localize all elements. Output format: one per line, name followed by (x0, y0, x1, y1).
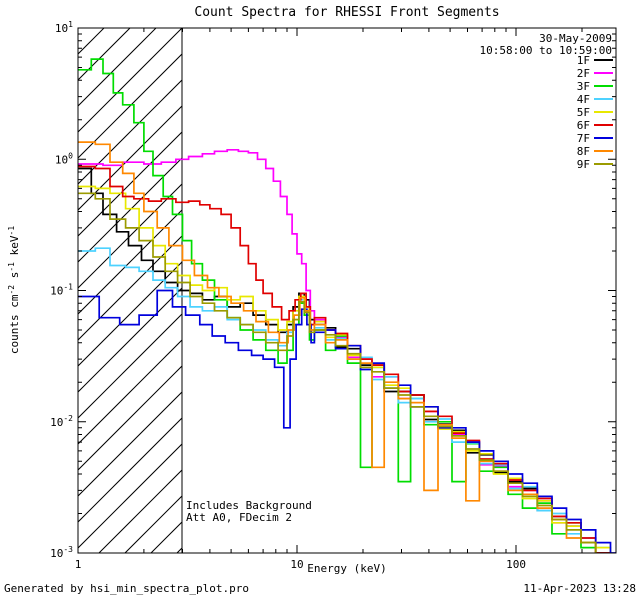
hatch-line (78, 131, 182, 237)
hatch-line (78, 157, 182, 263)
chart-title: Count Spectra for RHESSI Front Segments (194, 5, 499, 20)
legend-entry-6F: 6F (577, 119, 613, 132)
legend-entry-1F: 1F (577, 54, 613, 67)
series-4F (78, 247, 612, 553)
legend-label-5F: 5F (577, 106, 590, 119)
hatch-line (78, 365, 182, 471)
legend-label-6F: 6F (577, 119, 590, 132)
y-tick-label: 10-2 (50, 414, 73, 429)
y-axis-label: counts cm-2 s-1 keV-1 (7, 226, 21, 354)
legend-entry-5F: 5F (577, 106, 613, 119)
hatch-line (78, 339, 182, 445)
hatch-line (78, 261, 182, 367)
x-axis-label: Energy (keV) (307, 562, 386, 575)
legend-entry-2F: 2F (577, 67, 613, 80)
hatch-pattern (78, 28, 182, 553)
legend-label-9F: 9F (577, 158, 590, 171)
hatch-line (78, 391, 182, 497)
hatch-line (78, 443, 182, 549)
hatch-line (78, 235, 182, 341)
hatch-line (78, 79, 182, 185)
legend-entry-8F: 8F (577, 145, 613, 158)
footer-generator: Generated by hsi_min_spectra_plot.pro (4, 582, 249, 595)
observation-date: 30-May-2009 (539, 32, 612, 45)
series-5F (78, 185, 612, 553)
x-tick-label: 10 (290, 558, 303, 571)
annotation-attenuator: Att A0, FDecim 2 (186, 511, 292, 524)
y-tick-label: 101 (55, 20, 73, 35)
hatch-line (78, 53, 182, 159)
hatch-line (78, 417, 182, 523)
annotation-background: Includes Background (186, 499, 312, 512)
legend-label-3F: 3F (577, 80, 590, 93)
y-tick-label: 10-1 (50, 283, 73, 298)
hatch-line (150, 521, 182, 553)
y-tick-label: 10-3 (50, 545, 73, 560)
x-tick-label: 100 (506, 558, 526, 571)
axis-ticks (77, 27, 616, 554)
legend-entry-9F: 9F (577, 158, 613, 171)
legend-label-8F: 8F (577, 145, 590, 158)
legend-entry-3F: 3F (577, 80, 613, 93)
hatch-line (176, 547, 182, 553)
footer-timestamp: 11-Apr-2023 13:28 (523, 582, 636, 595)
legend-label-1F: 1F (577, 54, 590, 67)
legend-entry-7F: 7F (577, 132, 613, 145)
spectra-series (78, 58, 616, 553)
x-tick-label: 1 (75, 558, 82, 571)
series-9F (78, 192, 597, 553)
legend-label-7F: 7F (577, 132, 590, 145)
legend-entry-4F: 4F (577, 93, 613, 106)
hatch-line (78, 209, 182, 315)
hatch-line (78, 105, 182, 211)
y-tick-label: 100 (55, 151, 73, 166)
hatch-line (78, 28, 182, 133)
series-8F (78, 141, 597, 553)
legend-label-4F: 4F (577, 93, 590, 106)
axis-tick-labels: 1 10 100 10-3 10-2 10-1 100 101 (50, 20, 526, 571)
observation-time-range: 10:58:00 to 10:59:00 (480, 44, 612, 57)
series-7F (78, 289, 616, 553)
legend-label-2F: 2F (577, 67, 590, 80)
